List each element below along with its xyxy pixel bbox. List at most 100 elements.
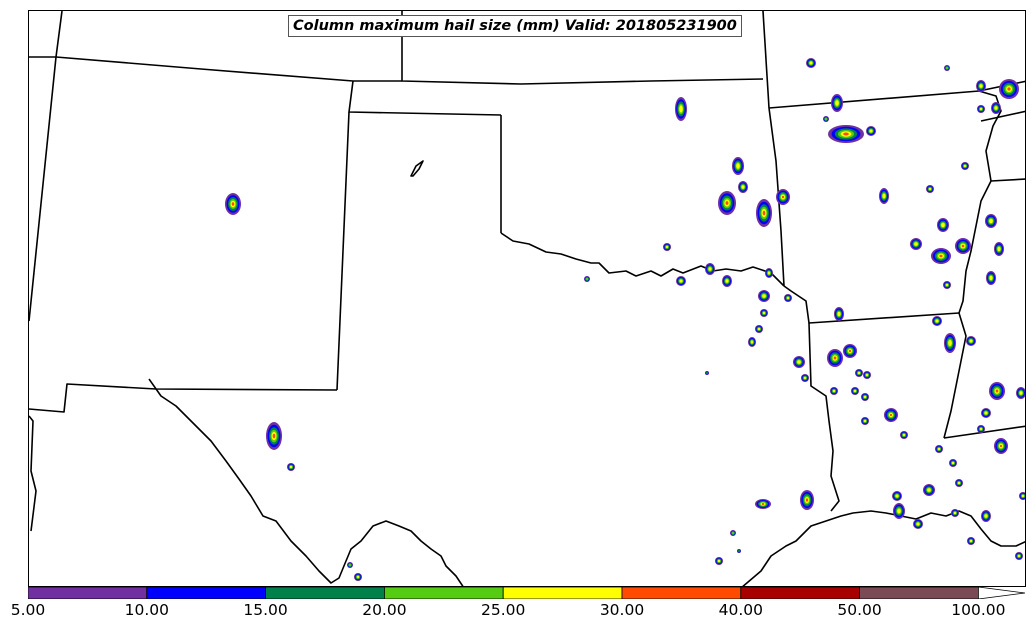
hail-cell — [861, 393, 869, 401]
hail-cell — [851, 387, 859, 395]
hail-cell — [830, 387, 838, 395]
hail-cell — [732, 157, 744, 175]
missouri-arkansas — [783, 285, 960, 324]
hail-cell — [976, 80, 986, 92]
colorbar-tick-label: 5.00 — [10, 601, 46, 619]
texas-louisiana-border — [808, 322, 840, 512]
state-boundary-map — [29, 11, 1025, 586]
hail-cell — [935, 445, 943, 453]
hail-cell — [705, 371, 709, 375]
hail-cell — [760, 309, 768, 317]
colorbar-tick-label: 30.00 — [599, 601, 645, 619]
hail-swaths — [225, 58, 1025, 581]
hail-cell — [823, 116, 829, 122]
colorbar-segment — [146, 587, 267, 599]
hail-cell — [994, 438, 1008, 454]
colorbar-tick-label: 15.00 — [243, 601, 288, 619]
texas-rio-grande — [148, 378, 464, 586]
hail-cell — [800, 490, 814, 510]
hail-cell — [994, 242, 1004, 256]
hail-cell — [722, 275, 732, 287]
hail-cell — [738, 181, 748, 193]
nebraska-kansas-border — [401, 11, 764, 85]
hail-cell — [584, 276, 590, 282]
hail-cell — [266, 422, 282, 450]
hail-cell — [855, 369, 863, 377]
hail-cell — [977, 425, 985, 433]
hail-cell — [981, 408, 991, 418]
hail-cell — [861, 417, 869, 425]
hail-cell — [718, 191, 736, 215]
nm-az-border — [29, 56, 57, 322]
colorbar-segment — [28, 587, 148, 599]
hail-cell — [843, 344, 857, 358]
hail-cell — [926, 185, 934, 193]
hail-cell — [943, 281, 951, 289]
hail-cell — [737, 549, 741, 553]
hail-cell — [892, 491, 902, 501]
hail-cell — [932, 316, 942, 326]
hail-cell — [828, 125, 864, 143]
colorbar-tick-label: 20.00 — [362, 601, 407, 619]
kansas-missouri-border — [762, 11, 770, 109]
hail-cell — [866, 126, 876, 136]
hail-cell — [776, 189, 790, 205]
nm-west-south — [29, 383, 338, 413]
hail-cell — [755, 499, 771, 509]
hail-cell — [931, 248, 951, 264]
colorbar-tick-label: 10.00 — [124, 601, 169, 619]
hail-cell — [225, 193, 241, 215]
hail-cell — [910, 238, 922, 250]
colorbar-segment — [621, 587, 742, 599]
colorbar-segment — [502, 587, 623, 599]
hail-cell — [354, 573, 362, 581]
hail-cell — [949, 459, 957, 467]
hail-cell — [863, 371, 871, 379]
hail-cell — [966, 336, 976, 346]
hail-cell — [951, 509, 959, 517]
colorbar-segment — [859, 587, 979, 599]
texas-small-lake — [410, 160, 424, 177]
hail-cell — [676, 276, 686, 286]
hail-cell — [967, 537, 975, 545]
colorbar-tick-label: 25.00 — [481, 601, 526, 619]
ms-la-border — [943, 425, 1025, 439]
hail-cell — [923, 484, 935, 496]
hail-cell — [986, 271, 996, 285]
hail-cell — [715, 557, 723, 565]
mexico-coast — [29, 415, 37, 532]
hail-cell — [784, 294, 792, 302]
colorbar — [28, 587, 1026, 599]
hail-cell — [944, 333, 956, 353]
map-title: Column maximum hail size (mm) Valid: 201… — [288, 15, 742, 37]
hail-cell — [955, 238, 971, 254]
colorbar-tick-label: 40.00 — [718, 601, 763, 619]
hail-cell — [944, 65, 950, 71]
ark-mo-border — [768, 90, 980, 109]
hail-cell — [834, 307, 844, 321]
hail-cell — [831, 94, 843, 112]
hail-cell — [989, 382, 1005, 400]
ms-river — [943, 90, 1002, 439]
hail-cell — [748, 337, 756, 347]
hail-cell — [991, 102, 1001, 114]
hail-cell — [955, 479, 963, 487]
hail-cell — [900, 431, 908, 439]
hail-cell — [755, 325, 763, 333]
hail-cell — [758, 290, 770, 302]
hail-cell — [730, 530, 736, 536]
red-river — [500, 232, 785, 287]
hail-cell — [913, 519, 923, 529]
hail-cell — [675, 97, 687, 121]
hail-cell — [1015, 552, 1023, 560]
hail-cell — [884, 408, 898, 422]
hail-cell — [937, 218, 949, 232]
hail-cell — [347, 562, 353, 568]
hail-cell — [663, 243, 671, 251]
colorado-nm-border — [348, 80, 502, 116]
colorbar-extend-arrow — [978, 587, 1026, 599]
hail-cell — [793, 356, 805, 368]
hail-cell — [705, 263, 715, 275]
utah-colorado-border — [29, 11, 63, 58]
ms-al-border — [990, 178, 1025, 182]
